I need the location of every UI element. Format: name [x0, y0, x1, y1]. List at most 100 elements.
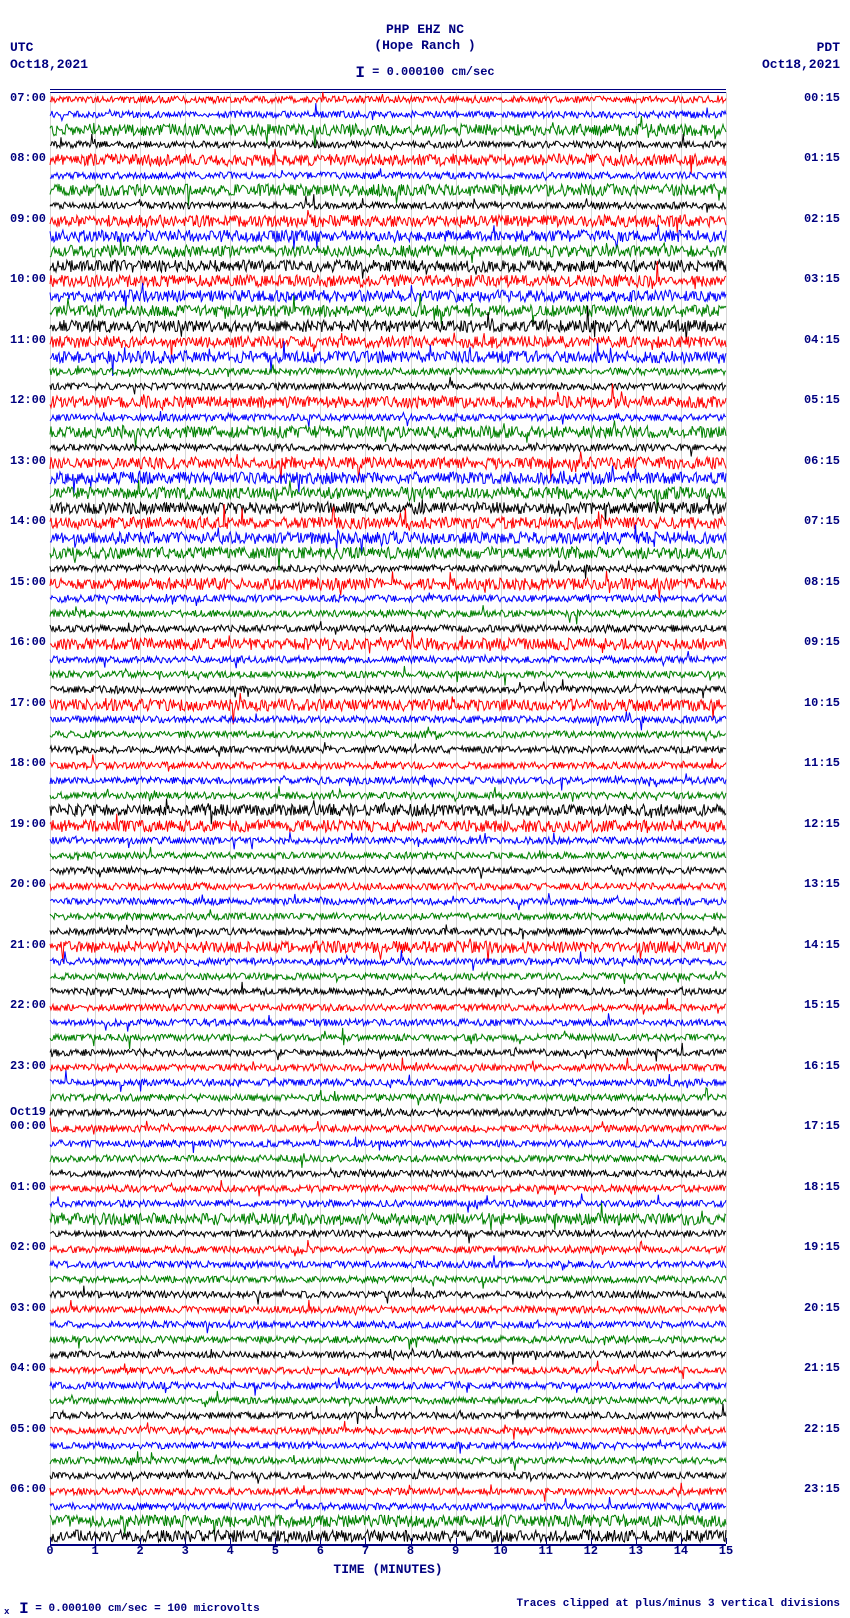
- right-time-label: 07:15: [804, 514, 840, 528]
- x-tick-label: 7: [362, 1544, 369, 1558]
- chart-header: PHP EHZ NC (Hope Ranch ): [0, 22, 850, 53]
- x-tick-mark: [411, 1538, 412, 1544]
- left-time-label: 00:00: [10, 1119, 46, 1133]
- x-tick-mark: [501, 1538, 502, 1544]
- x-tick-label: 5: [272, 1544, 279, 1558]
- right-tz-label: PDT: [762, 40, 840, 57]
- right-time-label: 23:15: [804, 1482, 840, 1496]
- left-time-label: 01:00: [10, 1180, 46, 1194]
- right-time-label: 10:15: [804, 696, 840, 710]
- x-tick-mark: [681, 1538, 682, 1544]
- left-date-label: Oct19: [10, 1105, 46, 1119]
- scale-legend: I = 0.000100 cm/sec: [0, 62, 850, 80]
- x-tick-label: 11: [539, 1544, 553, 1558]
- left-tz-date: Oct18,2021: [10, 57, 88, 74]
- right-time-label: 16:15: [804, 1059, 840, 1073]
- x-tick-label: 4: [227, 1544, 234, 1558]
- x-tick-label: 14: [674, 1544, 688, 1558]
- left-time-label: 09:00: [10, 212, 46, 226]
- footer-right: Traces clipped at plus/minus 3 vertical …: [517, 1598, 840, 1610]
- x-axis: TIME (MINUTES) 0123456789101112131415: [50, 1544, 726, 1574]
- x-tick-mark: [275, 1538, 276, 1544]
- helicorder-container: PHP EHZ NC (Hope Ranch ) I = 0.000100 cm…: [0, 0, 850, 1613]
- left-timezone-block: UTC Oct18,2021: [10, 40, 88, 74]
- left-time-label: 07:00: [10, 91, 46, 105]
- right-time-label: 13:15: [804, 877, 840, 891]
- left-time-label: 12:00: [10, 393, 46, 407]
- left-time-label: 23:00: [10, 1059, 46, 1073]
- right-time-label: 04:15: [804, 333, 840, 347]
- footer-left-text: = 0.000100 cm/sec = 100 microvolts: [29, 1603, 260, 1615]
- left-time-label: 20:00: [10, 877, 46, 891]
- x-tick-mark: [636, 1538, 637, 1544]
- station-code: PHP EHZ NC: [0, 22, 850, 38]
- right-tz-date: Oct18,2021: [762, 57, 840, 74]
- x-tick-label: 6: [317, 1544, 324, 1558]
- x-tick-mark: [230, 1538, 231, 1544]
- x-tick-mark: [140, 1538, 141, 1544]
- x-tick-mark: [185, 1538, 186, 1544]
- x-tick-label: 9: [452, 1544, 459, 1558]
- right-time-label: 11:15: [804, 756, 840, 770]
- left-time-label: 08:00: [10, 151, 46, 165]
- x-tick-label: 0: [46, 1544, 53, 1558]
- x-tick-label: 1: [91, 1544, 98, 1558]
- right-time-label: 22:15: [804, 1422, 840, 1436]
- left-time-label: 11:00: [10, 333, 46, 347]
- left-time-label: 21:00: [10, 938, 46, 952]
- grid-vline: [726, 92, 727, 1544]
- left-time-label: 15:00: [10, 575, 46, 589]
- right-time-label: 14:15: [804, 938, 840, 952]
- left-time-label: 03:00: [10, 1301, 46, 1315]
- left-time-label: 10:00: [10, 272, 46, 286]
- station-name: (Hope Ranch ): [0, 38, 850, 54]
- right-time-label: 18:15: [804, 1180, 840, 1194]
- x-tick-mark: [456, 1538, 457, 1544]
- x-tick-label: 15: [719, 1544, 733, 1558]
- left-time-label: 05:00: [10, 1422, 46, 1436]
- x-tick-label: 10: [493, 1544, 507, 1558]
- right-time-label: 21:15: [804, 1361, 840, 1375]
- plot-area: [50, 90, 726, 1546]
- scale-bar-icon: I: [355, 64, 365, 82]
- left-time-label: 22:00: [10, 998, 46, 1012]
- left-time-label: 13:00: [10, 454, 46, 468]
- right-time-label: 05:15: [804, 393, 840, 407]
- x-tick-label: 2: [137, 1544, 144, 1558]
- left-time-label: 19:00: [10, 817, 46, 831]
- footer-left: x I = 0.000100 cm/sec = 100 microvolts: [4, 1598, 260, 1617]
- x-tick-mark: [365, 1538, 366, 1544]
- x-tick-mark: [95, 1538, 96, 1544]
- right-time-label: 17:15: [804, 1119, 840, 1133]
- left-tz-label: UTC: [10, 40, 88, 57]
- right-time-label: 02:15: [804, 212, 840, 226]
- x-tick-mark: [320, 1538, 321, 1544]
- x-axis-label: TIME (MINUTES): [50, 1562, 726, 1577]
- x-tick-mark: [591, 1538, 592, 1544]
- right-time-label: 15:15: [804, 998, 840, 1012]
- left-time-label: 02:00: [10, 1240, 46, 1254]
- right-time-label: 19:15: [804, 1240, 840, 1254]
- x-tick-label: 8: [407, 1544, 414, 1558]
- right-timezone-block: PDT Oct18,2021: [762, 40, 840, 74]
- right-time-label: 09:15: [804, 635, 840, 649]
- x-tick-mark: [50, 1538, 51, 1544]
- scale-text: = 0.000100 cm/sec: [365, 65, 495, 79]
- right-time-label: 00:15: [804, 91, 840, 105]
- left-time-label: 16:00: [10, 635, 46, 649]
- x-tick-label: 13: [629, 1544, 643, 1558]
- right-time-label: 01:15: [804, 151, 840, 165]
- x-tick-label: 12: [584, 1544, 598, 1558]
- left-time-label: 18:00: [10, 756, 46, 770]
- x-tick-mark: [726, 1538, 727, 1544]
- right-time-label: 20:15: [804, 1301, 840, 1315]
- left-time-label: 17:00: [10, 696, 46, 710]
- x-tick-mark: [546, 1538, 547, 1544]
- x-tick-label: 3: [182, 1544, 189, 1558]
- right-time-label: 06:15: [804, 454, 840, 468]
- right-time-label: 08:15: [804, 575, 840, 589]
- left-time-label: 04:00: [10, 1361, 46, 1375]
- right-time-label: 12:15: [804, 817, 840, 831]
- left-time-label: 06:00: [10, 1482, 46, 1496]
- right-time-label: 03:15: [804, 272, 840, 286]
